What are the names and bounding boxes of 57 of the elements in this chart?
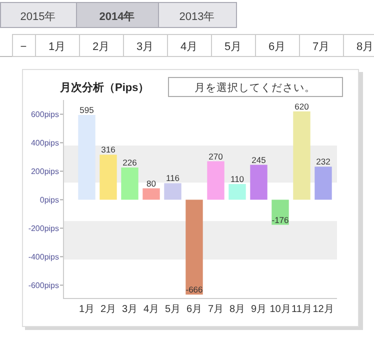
data-label: 116 bbox=[166, 173, 180, 184]
data-label: 245 bbox=[252, 154, 266, 165]
y-tick-label: 400pips bbox=[30, 138, 59, 148]
text: 2013年 bbox=[179, 11, 215, 23]
x-tick-label: 1月 bbox=[78, 304, 95, 315]
bar bbox=[272, 200, 289, 225]
bar bbox=[78, 114, 96, 200]
text: 6月 bbox=[268, 41, 286, 53]
text: 8月 bbox=[356, 41, 374, 53]
bar bbox=[186, 200, 203, 295]
text: 2014年 bbox=[99, 10, 135, 23]
x-tick-label: 4月 bbox=[143, 304, 160, 315]
y-tick-label: 600pips bbox=[30, 110, 59, 120]
x-tick-label: 7月 bbox=[208, 304, 224, 315]
y-tick-label: 200pips bbox=[30, 167, 59, 176]
data-label: 620 bbox=[294, 101, 310, 112]
x-tick-label: 6月 bbox=[186, 304, 202, 315]
text: − bbox=[20, 41, 27, 53]
bar bbox=[100, 154, 117, 200]
data-label: 110 bbox=[230, 174, 244, 184]
x-tick-label: 2月 bbox=[100, 304, 116, 315]
y-tick-label: 0pips bbox=[40, 196, 59, 205]
data-label: 270 bbox=[208, 151, 224, 162]
y-tick-label: -200pips bbox=[28, 224, 59, 234]
text: 2月 bbox=[92, 41, 110, 53]
y-tick-label: -600pips bbox=[28, 281, 59, 290]
data-label: -176 bbox=[272, 214, 290, 225]
x-tick-label: 10月 bbox=[270, 304, 291, 315]
y-tick-label: -400pips bbox=[28, 252, 59, 262]
bar bbox=[250, 164, 268, 200]
bar bbox=[314, 166, 332, 200]
x-tick-label: 12月 bbox=[312, 304, 334, 315]
bar bbox=[207, 161, 224, 200]
x-tick-label: 9月 bbox=[250, 304, 267, 315]
text: 1月 bbox=[48, 41, 66, 53]
x-tick-label: 11月 bbox=[292, 304, 312, 315]
x-tick-label: 8月 bbox=[229, 304, 246, 315]
chart-title: 月次分析（Pips） bbox=[59, 81, 150, 94]
text: 月を選択してください。 bbox=[194, 82, 316, 94]
text: 5月 bbox=[224, 41, 242, 53]
data-label: 80 bbox=[146, 178, 156, 188]
bar bbox=[121, 168, 138, 200]
x-tick-label: 3月 bbox=[122, 304, 138, 315]
bar bbox=[293, 111, 310, 200]
data-label: -666 bbox=[186, 284, 204, 295]
text: 3月 bbox=[136, 41, 154, 53]
data-label: 226 bbox=[122, 158, 138, 168]
bar bbox=[228, 184, 246, 200]
bar bbox=[142, 188, 160, 200]
text: 2015年 bbox=[20, 11, 56, 23]
text: 7月 bbox=[312, 41, 330, 53]
data-label: 595 bbox=[80, 104, 94, 115]
x-tick-label: 5月 bbox=[164, 304, 181, 315]
bar bbox=[164, 183, 182, 200]
data-label: 316 bbox=[101, 144, 116, 155]
text: 4月 bbox=[180, 41, 198, 53]
data-label: 232 bbox=[316, 156, 331, 167]
